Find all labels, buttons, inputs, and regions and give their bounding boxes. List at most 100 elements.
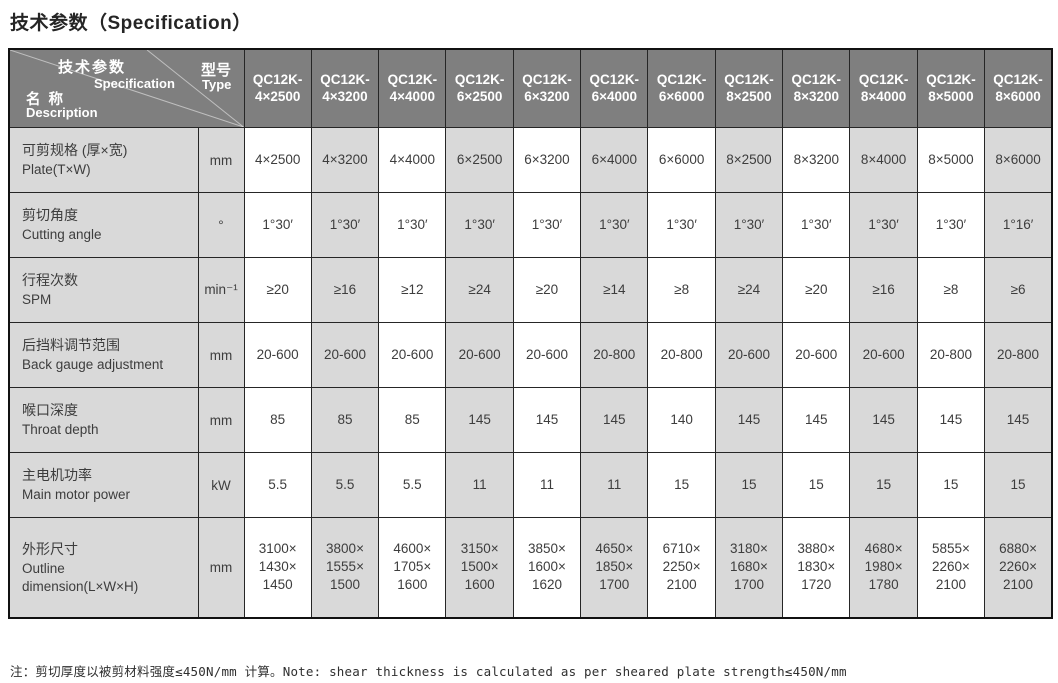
value-cell: 11 [512,452,582,518]
row-label-cell: 行程次数 SPM [8,257,199,323]
value-cell: 4650× 1850× 1700 [580,517,649,618]
row-label-zh: 喉口深度 [22,402,78,419]
value-cell: 3180× 1680× 1700 [714,517,784,618]
column-header-model: QC12K- 8×3200 [782,48,851,128]
row-unit-cell: mm [197,127,245,193]
value-cell: 15 [647,452,716,518]
value-cell: 4×2500 [243,127,312,193]
value-cell: 15 [782,452,851,518]
row-label-en: Plate(T×W) [22,162,91,178]
value-cell: 145 [512,387,582,453]
value-cell: 4680× 1980× 1780 [849,517,918,618]
value-cell: 15 [849,452,918,518]
value-cell: ≥20 [782,257,851,323]
value-cell: 20-800 [580,322,649,388]
value-cell: ≥20 [243,257,312,323]
value-cell: 3850× 1600× 1620 [512,517,582,618]
row-label-zh: 主电机功率 [22,467,92,484]
row-label-cell: 后挡料调节范围 Back gauge adjustment [8,322,199,388]
value-cell: 20-800 [984,322,1053,388]
corner-label-type-en: Type [202,77,232,92]
column-header-model: QC12K- 8×5000 [916,48,986,128]
value-cell: 5.5 [310,452,380,518]
row-label-en: Main motor power [22,487,131,503]
value-cell: 3100× 1430× 1450 [243,517,312,618]
value-cell: 6710× 2250× 2100 [647,517,716,618]
value-cell: 6×2500 [445,127,514,193]
value-cell: 145 [445,387,514,453]
spec-row: 剪切角度 Cutting angle ° 1°30′ 1°30′ 1°30′ 1°30′ 1°… [8,192,1053,258]
spec-row: 行程次数 SPM min⁻¹ ≥20 ≥16 ≥12 ≥24 ≥20 ≥14 ≥8 ≥24 ≥20 ≥1… [8,257,1053,323]
corner-label-name-en: Description [26,105,98,120]
column-header-model: QC12K- 8×2500 [714,48,784,128]
value-cell: ≥14 [580,257,649,323]
header-row: 技术参数 Specification 名 称 Description 型号 Ty… [8,48,1053,128]
value-cell: 15 [984,452,1053,518]
value-cell: 3150× 1500× 1600 [445,517,514,618]
corner-label-type-zh: 型号 [201,62,232,79]
value-cell: 1°30′ [714,192,784,258]
spec-table: 技术参数 Specification 名 称 Description 型号 Ty… [8,48,1053,619]
value-cell: 20-600 [512,322,582,388]
value-cell: ≥24 [445,257,514,323]
row-label-zh: 可剪规格 (厚×宽) [22,142,128,159]
row-label-en: Back gauge adjustment [22,357,164,373]
value-cell: 1°30′ [916,192,986,258]
column-header-model: QC12K- 4×2500 [243,48,312,128]
value-cell: 1°30′ [647,192,716,258]
value-cell: 4×4000 [378,127,447,193]
row-label-cell: 主电机功率 Main motor power [8,452,199,518]
value-cell: 20-600 [378,322,447,388]
value-cell: 6880× 2260× 2100 [984,517,1053,618]
value-cell: 6×6000 [647,127,716,193]
value-cell: 20-600 [714,322,784,388]
value-cell: ≥12 [378,257,447,323]
value-cell: 15 [714,452,784,518]
row-label-cell: 外形尺寸 Outline dimension(L×W×H) [8,517,199,618]
column-header-model: QC12K- 6×2500 [445,48,514,128]
spec-row: 后挡料调节范围 Back gauge adjustment mm 20-600 20-6… [8,322,1053,388]
value-cell: 1°30′ [849,192,918,258]
column-header-model: QC12K- 8×4000 [849,48,918,128]
row-unit-cell: ° [197,192,245,258]
row-label-zh: 行程次数 [22,272,78,289]
value-cell: 20-600 [243,322,312,388]
value-cell: 1°30′ [445,192,514,258]
diagonal-divider [10,50,244,127]
row-label-zh: 后挡料调节范围 [22,337,120,354]
value-cell: 1°30′ [782,192,851,258]
value-cell: 6×3200 [512,127,582,193]
value-cell: 3880× 1830× 1720 [782,517,851,618]
row-label-cell: 可剪规格 (厚×宽) Plate(T×W) [8,127,199,193]
value-cell: ≥8 [647,257,716,323]
column-header-model: QC12K- 4×3200 [310,48,380,128]
value-cell: 20-800 [647,322,716,388]
page-title: 技术参数（Specification） [10,13,252,34]
value-cell: 8×2500 [714,127,784,193]
spec-row: 主电机功率 Main motor power kW 5.5 5.5 5.5 11 11 11 15… [8,452,1053,518]
corner-label-name-zh: 名 称 [26,92,66,108]
value-cell: 5855× 2260× 2100 [916,517,986,618]
corner-label-spec-en: Specification [94,76,175,91]
value-cell: 3800× 1555× 1500 [310,517,380,618]
value-cell: 5.5 [378,452,447,518]
value-cell: 20-600 [849,322,918,388]
value-cell: 1°30′ [512,192,582,258]
footnote: 注：剪切厚度以被剪材料强度≤450N/mm 计算。Note: shear thi… [10,663,847,679]
value-cell: 85 [310,387,380,453]
value-cell: ≥20 [512,257,582,323]
column-header-model: QC12K- 6×3200 [512,48,582,128]
corner-label-spec-zh: 技术参数 [58,59,127,76]
value-cell: 145 [782,387,851,453]
row-unit-cell: min⁻¹ [197,257,245,323]
value-cell: 145 [916,387,986,453]
value-cell: 20-600 [445,322,514,388]
row-unit-cell: mm [197,322,245,388]
column-header-model: QC12K- 8×6000 [984,48,1053,128]
value-cell: 20-600 [310,322,380,388]
value-cell: 140 [647,387,716,453]
value-cell: 85 [243,387,312,453]
row-label-en: Cutting angle [22,227,102,243]
spec-row: 喉口深度 Throat depth mm 85 85 85 145 145 145 140 145 1… [8,387,1053,453]
value-cell: 11 [445,452,514,518]
